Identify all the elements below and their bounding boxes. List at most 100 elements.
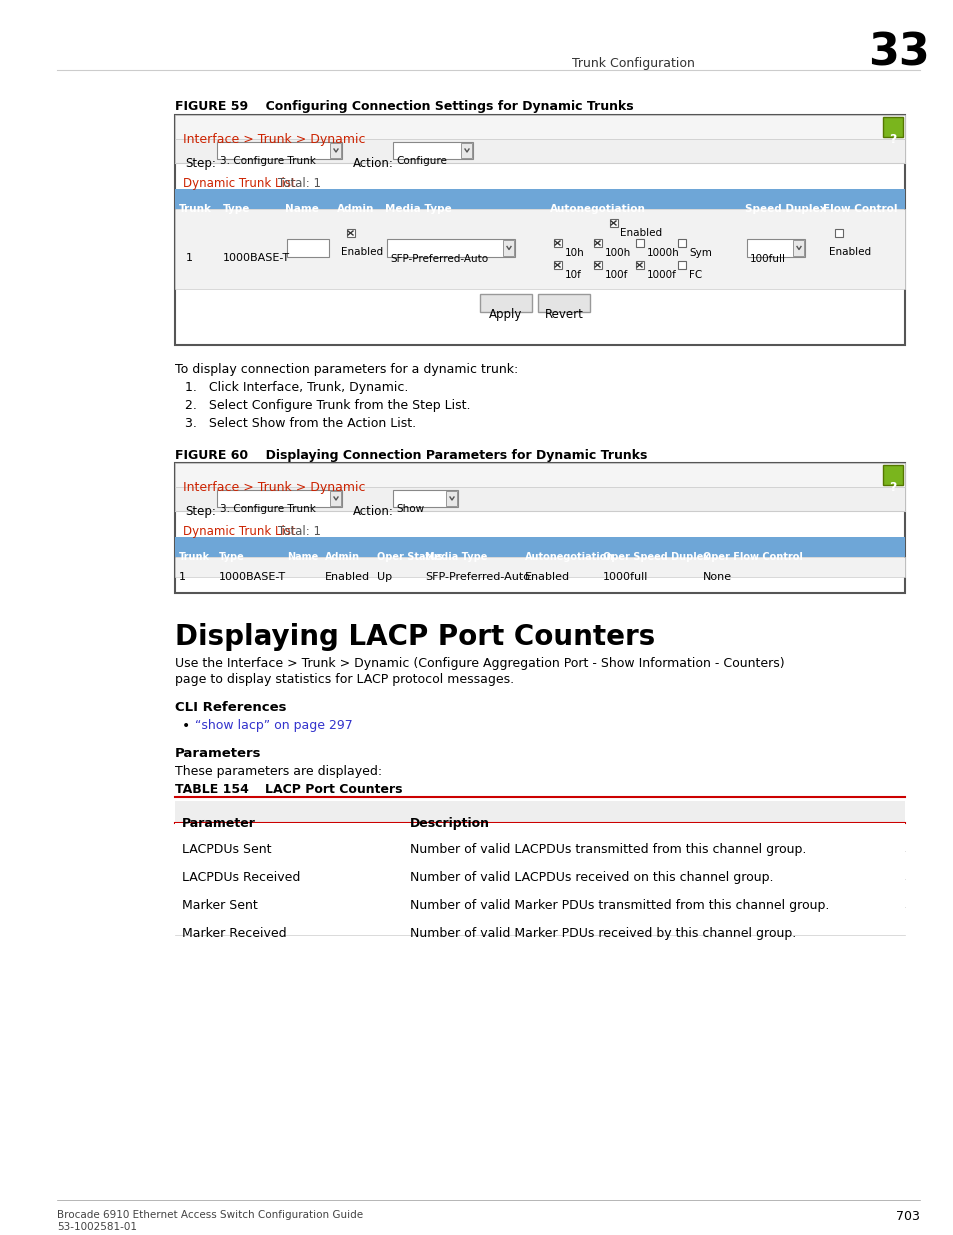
- Bar: [636, 240, 643, 247]
- Bar: [174, 115, 904, 140]
- Bar: [479, 294, 532, 312]
- Text: Autonegotiation: Autonegotiation: [524, 552, 614, 562]
- Bar: [678, 261, 685, 269]
- Bar: [792, 240, 803, 256]
- Text: Displaying LACP Port Counters: Displaying LACP Port Counters: [174, 622, 655, 651]
- Bar: [446, 492, 456, 506]
- Bar: [330, 492, 340, 506]
- Text: FC: FC: [688, 270, 701, 280]
- Text: Show: Show: [395, 504, 424, 514]
- Text: Type: Type: [219, 552, 245, 562]
- Text: page to display statistics for LACP protocol messages.: page to display statistics for LACP prot…: [174, 673, 514, 685]
- Text: 1.   Click Interface, Trunk, Dynamic.: 1. Click Interface, Trunk, Dynamic.: [185, 382, 408, 394]
- Bar: [393, 490, 457, 508]
- Text: Interface > Trunk > Dynamic: Interface > Trunk > Dynamic: [183, 480, 365, 494]
- Text: Name: Name: [285, 204, 318, 214]
- Text: Number of valid Marker PDUs received by this channel group.: Number of valid Marker PDUs received by …: [410, 927, 796, 940]
- Text: Flow Control: Flow Control: [822, 204, 897, 214]
- Text: Apply: Apply: [489, 308, 522, 321]
- Text: Step:: Step:: [185, 157, 215, 170]
- Text: Trunk Configuration: Trunk Configuration: [572, 57, 695, 70]
- Text: 1000f: 1000f: [646, 270, 677, 280]
- Text: Enabled: Enabled: [340, 247, 383, 257]
- Text: These parameters are displayed:: These parameters are displayed:: [174, 764, 382, 778]
- Text: Sym: Sym: [688, 248, 711, 258]
- Text: FIGURE 59    Configuring Connection Settings for Dynamic Trunks: FIGURE 59 Configuring Connection Setting…: [174, 100, 633, 112]
- Text: 1000full: 1000full: [602, 572, 648, 582]
- Text: Speed Duplex: Speed Duplex: [744, 204, 825, 214]
- Bar: [174, 463, 904, 487]
- Text: Revert: Revert: [544, 308, 583, 321]
- Text: ?: ?: [888, 480, 896, 494]
- Text: FIGURE 60    Displaying Connection Parameters for Dynamic Trunks: FIGURE 60 Displaying Connection Paramete…: [174, 450, 647, 462]
- Text: •: •: [182, 719, 190, 734]
- Text: Total: 1: Total: 1: [277, 177, 320, 190]
- Bar: [174, 140, 904, 163]
- Text: Description: Description: [410, 818, 490, 830]
- Bar: [174, 115, 904, 345]
- Text: 10h: 10h: [564, 248, 584, 258]
- Bar: [174, 537, 904, 557]
- Text: To display connection parameters for a dynamic trunk:: To display connection parameters for a d…: [174, 363, 517, 375]
- Bar: [387, 240, 515, 257]
- Text: Autonegotiation: Autonegotiation: [550, 204, 645, 214]
- Text: “show lacp” on page 297: “show lacp” on page 297: [194, 719, 353, 732]
- Text: Interface > Trunk > Dynamic: Interface > Trunk > Dynamic: [183, 133, 365, 146]
- Bar: [594, 240, 601, 247]
- Text: Total: 1: Total: 1: [277, 525, 320, 538]
- Bar: [746, 240, 804, 257]
- Text: 100h: 100h: [604, 248, 631, 258]
- Text: 33: 33: [867, 32, 929, 75]
- Bar: [174, 557, 904, 577]
- Bar: [460, 143, 472, 158]
- Text: Parameters: Parameters: [174, 747, 261, 760]
- Text: 2.   Select Configure Trunk from the Step List.: 2. Select Configure Trunk from the Step …: [185, 399, 470, 412]
- Text: 3.   Select Show from the Action List.: 3. Select Show from the Action List.: [185, 417, 416, 430]
- Text: Up: Up: [376, 572, 392, 582]
- Bar: [174, 463, 904, 593]
- Bar: [554, 240, 561, 247]
- Text: Brocade 6910 Ethernet Access Switch Configuration Guide: Brocade 6910 Ethernet Access Switch Conf…: [57, 1210, 363, 1220]
- Text: Dynamic Trunk List: Dynamic Trunk List: [183, 525, 303, 538]
- Text: Marker Sent: Marker Sent: [182, 899, 257, 911]
- Text: LACPDUs Sent: LACPDUs Sent: [182, 844, 272, 856]
- Text: LACPDUs Received: LACPDUs Received: [182, 871, 300, 884]
- Text: 1: 1: [185, 253, 193, 263]
- Text: Oper Status: Oper Status: [376, 552, 442, 562]
- Text: 53-1002581-01: 53-1002581-01: [57, 1221, 137, 1233]
- Text: Step:: Step:: [185, 505, 215, 517]
- Text: Type: Type: [223, 204, 250, 214]
- Text: Number of valid LACPDUs transmitted from this channel group.: Number of valid LACPDUs transmitted from…: [410, 844, 805, 856]
- Bar: [594, 261, 601, 269]
- Bar: [678, 240, 685, 247]
- Bar: [174, 906, 904, 935]
- Bar: [502, 240, 514, 256]
- Bar: [216, 490, 341, 508]
- Bar: [393, 142, 473, 159]
- Text: Enabled: Enabled: [828, 247, 870, 257]
- Bar: [882, 117, 902, 137]
- Text: 1: 1: [179, 572, 186, 582]
- Text: Media Type: Media Type: [385, 204, 452, 214]
- Text: Media Type: Media Type: [424, 552, 487, 562]
- Text: SFP-Preferred-Auto: SFP-Preferred-Auto: [390, 254, 488, 264]
- Bar: [554, 261, 561, 269]
- Text: Enabled: Enabled: [619, 228, 661, 238]
- Text: Action:: Action:: [353, 157, 394, 170]
- Text: Admin: Admin: [336, 204, 374, 214]
- Bar: [537, 294, 589, 312]
- Text: Name: Name: [287, 552, 318, 562]
- Text: CLI References: CLI References: [174, 701, 286, 714]
- Text: Oper Speed Duplex: Oper Speed Duplex: [602, 552, 709, 562]
- Text: Number of valid LACPDUs received on this channel group.: Number of valid LACPDUs received on this…: [410, 871, 773, 884]
- Text: 100f: 100f: [604, 270, 628, 280]
- Bar: [174, 823, 904, 851]
- Text: Dynamic Trunk List: Dynamic Trunk List: [183, 177, 303, 190]
- Text: TABLE 154: TABLE 154: [174, 783, 249, 797]
- Text: 10f: 10f: [564, 270, 581, 280]
- Text: Admin: Admin: [325, 552, 359, 562]
- Text: Trunk: Trunk: [179, 552, 210, 562]
- Text: Oper Flow Control: Oper Flow Control: [702, 552, 802, 562]
- Text: LACP Port Counters: LACP Port Counters: [265, 783, 402, 797]
- Text: Trunk: Trunk: [179, 204, 212, 214]
